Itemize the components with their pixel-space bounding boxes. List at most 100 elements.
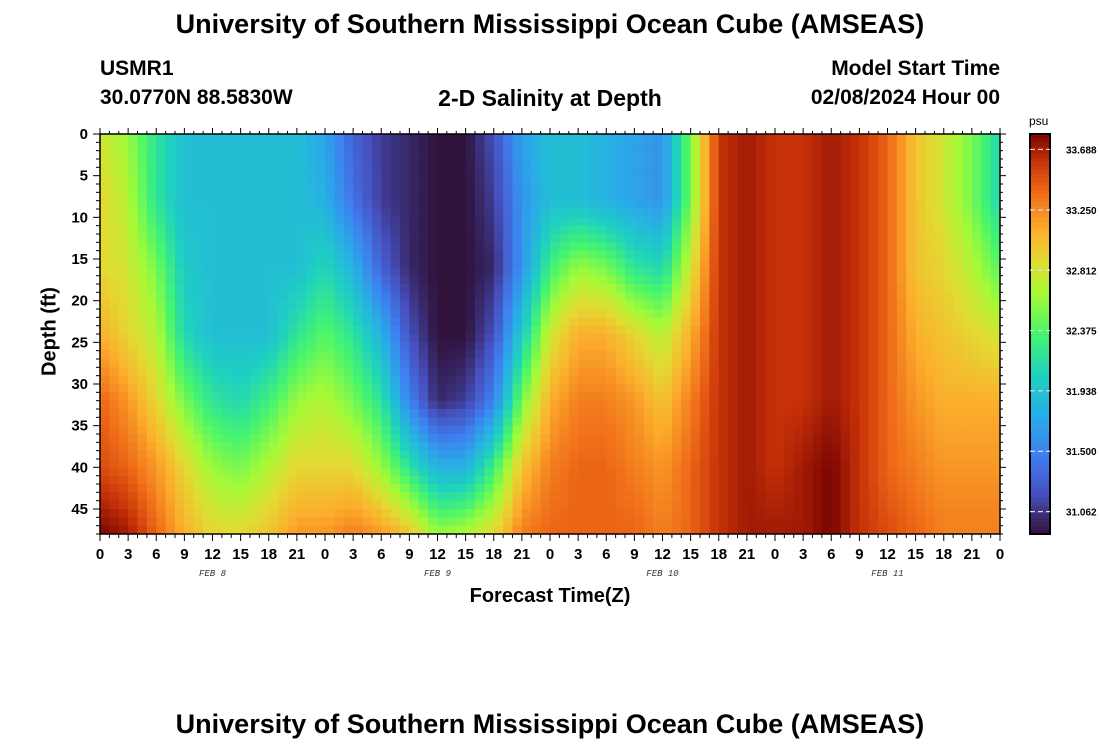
heatmap-cell — [503, 234, 514, 243]
heatmap-cell — [765, 417, 776, 427]
heatmap-cell — [390, 259, 401, 268]
heatmap-cell — [456, 392, 467, 402]
heatmap-cell — [315, 417, 326, 427]
heatmap-cell — [643, 425, 654, 435]
heatmap-cell — [437, 375, 448, 385]
heatmap-cell — [878, 167, 889, 177]
heatmap-cell — [803, 242, 814, 252]
heatmap-cell — [296, 409, 307, 418]
heatmap-cell — [475, 392, 485, 402]
heatmap-cell — [690, 159, 701, 168]
heatmap-cell — [878, 359, 889, 368]
heatmap-cell — [718, 350, 729, 360]
heatmap-cell — [156, 484, 167, 493]
heatmap-cell — [306, 384, 317, 393]
heatmap-cell — [531, 500, 542, 510]
heatmap-cell — [287, 200, 298, 210]
heatmap-cell — [287, 442, 298, 452]
heatmap-cell — [887, 225, 898, 235]
heatmap-cell — [475, 342, 485, 352]
heatmap-cell — [803, 500, 814, 510]
heatmap-cell — [840, 325, 851, 335]
heatmap-cell — [203, 234, 214, 243]
heatmap-cell — [765, 392, 776, 402]
heatmap-cell — [203, 175, 214, 185]
heatmap-cell — [203, 425, 214, 435]
heatmap-cell — [278, 267, 289, 277]
heatmap-cell — [137, 375, 148, 385]
heatmap-cell — [765, 342, 776, 352]
heatmap-cell — [887, 417, 898, 427]
heatmap-cell — [371, 317, 382, 327]
heatmap-cell — [662, 517, 673, 527]
heatmap-cell — [728, 509, 739, 518]
heatmap-cell — [146, 275, 157, 285]
heatmap-cell — [850, 350, 860, 360]
heatmap-cell — [231, 150, 242, 160]
heatmap-cell — [925, 409, 935, 418]
heatmap-cell — [296, 367, 307, 377]
heatmap-cell — [109, 500, 120, 510]
heatmap-cell — [512, 450, 523, 460]
heatmap-cell — [353, 484, 364, 493]
heatmap-cell — [925, 275, 935, 285]
heatmap-cell — [156, 267, 167, 277]
heatmap-cell — [540, 200, 551, 210]
heatmap-cell — [390, 209, 401, 218]
heatmap-cell — [700, 200, 710, 210]
heatmap-cell — [746, 317, 757, 327]
heatmap-cell — [465, 284, 476, 293]
heatmap-cell — [559, 484, 570, 493]
heatmap-cell — [737, 209, 748, 218]
heatmap-cell — [728, 517, 739, 527]
heatmap-cell — [400, 417, 410, 427]
heatmap-cell — [793, 400, 804, 410]
heatmap-cell — [512, 400, 523, 410]
heatmap-cell — [746, 234, 757, 243]
heatmap-cell — [568, 217, 579, 227]
heatmap-cell — [409, 359, 420, 368]
heatmap-cell — [334, 400, 345, 410]
heatmap-cell — [428, 325, 439, 335]
heatmap-cell — [146, 150, 157, 160]
heatmap-cell — [803, 175, 814, 185]
heatmap-cell — [231, 159, 242, 168]
heatmap-cell — [212, 317, 223, 327]
heatmap-cell — [221, 134, 232, 143]
heatmap-cell — [775, 150, 785, 160]
heatmap-cell — [118, 492, 129, 502]
heatmap-cell — [981, 425, 992, 435]
heatmap-cell — [446, 350, 457, 360]
heatmap-cell — [231, 317, 242, 327]
heatmap-cell — [962, 292, 973, 302]
heatmap-cell — [437, 509, 448, 518]
heatmap-cell — [775, 434, 785, 443]
heatmap-cell — [981, 434, 992, 443]
heatmap-cell — [737, 284, 748, 293]
heatmap-cell — [840, 492, 851, 502]
heatmap-cell — [568, 225, 579, 235]
heatmap-cell — [390, 275, 401, 285]
heatmap-cell — [193, 150, 204, 160]
heatmap-cell — [587, 200, 598, 210]
heatmap-cell — [821, 175, 832, 185]
heatmap-cell — [259, 292, 270, 302]
heatmap-cell — [634, 342, 645, 352]
heatmap-cell — [137, 392, 148, 402]
heatmap-cell — [803, 384, 814, 393]
heatmap-cell — [906, 467, 917, 477]
heatmap-cell — [803, 442, 814, 452]
heatmap-cell — [146, 192, 157, 202]
heatmap-cell — [915, 292, 926, 302]
heatmap-cell — [887, 434, 898, 443]
heatmap-cell — [203, 434, 214, 443]
heatmap-cell — [371, 525, 382, 534]
heatmap-cell — [850, 300, 860, 310]
heatmap-cell — [831, 517, 842, 527]
heatmap-cell — [746, 142, 757, 152]
heatmap-cell — [137, 509, 148, 518]
heatmap-cell — [212, 250, 223, 260]
chart-subtitle: 2-D Salinity at Depth — [438, 85, 662, 111]
heatmap-cell — [193, 192, 204, 202]
heatmap-cell — [325, 292, 335, 302]
